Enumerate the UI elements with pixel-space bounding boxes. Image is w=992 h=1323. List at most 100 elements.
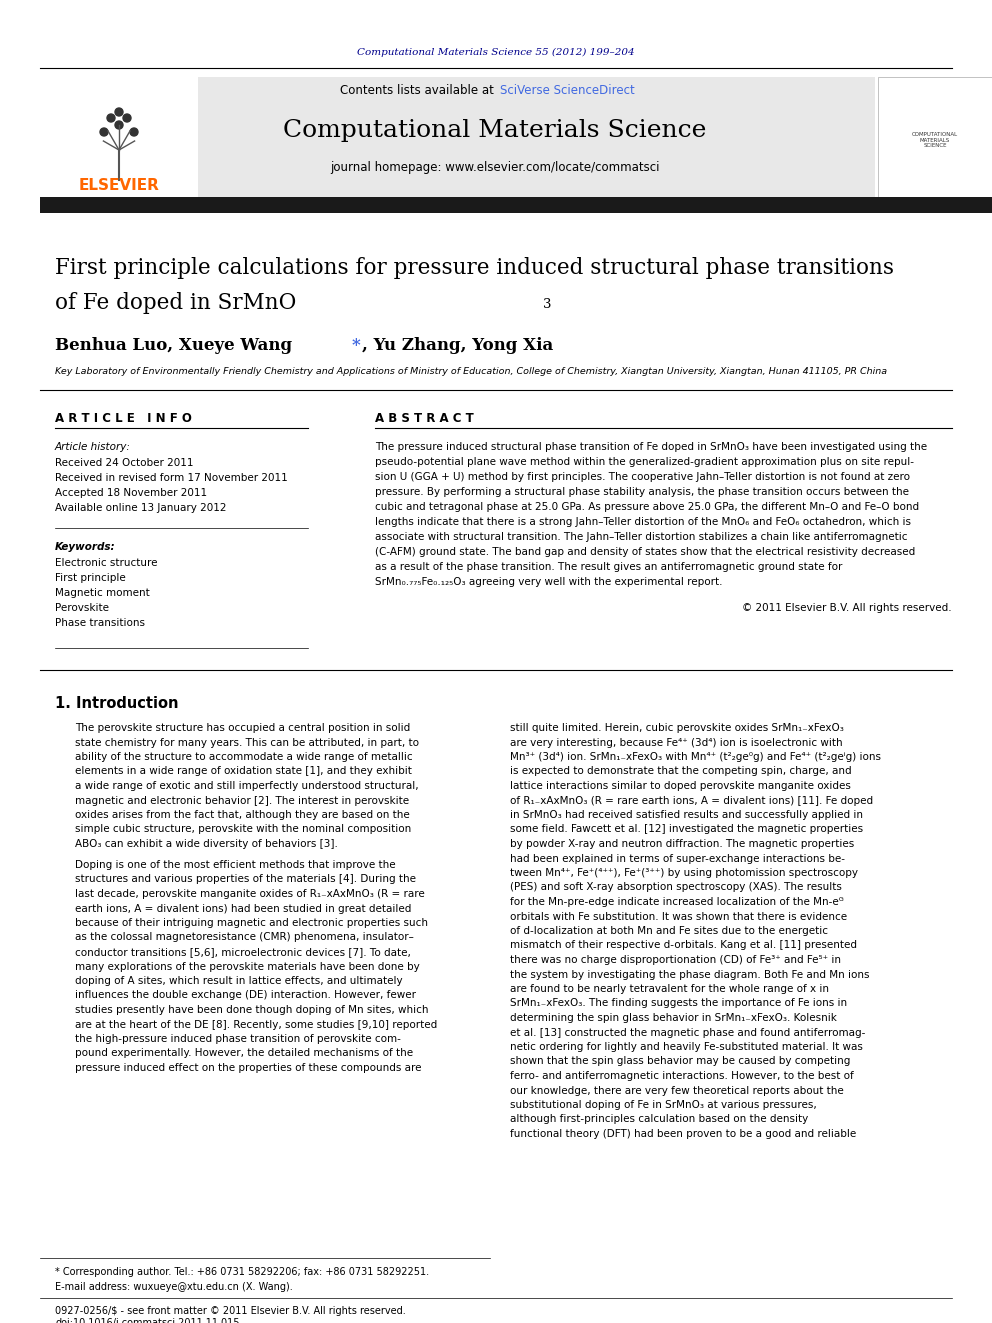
Text: A R T I C L E   I N F O: A R T I C L E I N F O [55, 411, 191, 425]
Circle shape [115, 120, 123, 130]
Text: SciVerse ScienceDirect: SciVerse ScienceDirect [500, 83, 635, 97]
Text: elements in a wide range of oxidation state [1], and they exhibit: elements in a wide range of oxidation st… [75, 766, 412, 777]
Text: Accepted 18 November 2011: Accepted 18 November 2011 [55, 488, 207, 497]
Text: although first-principles calculation based on the density: although first-principles calculation ba… [510, 1114, 808, 1125]
Text: COMPUTATIONAL
MATERIALS
SCIENCE: COMPUTATIONAL MATERIALS SCIENCE [912, 132, 958, 148]
Text: simple cubic structure, perovskite with the nominal composition: simple cubic structure, perovskite with … [75, 824, 412, 835]
Text: are at the heart of the DE [8]. Recently, some studies [9,10] reported: are at the heart of the DE [8]. Recently… [75, 1020, 437, 1029]
Text: there was no charge disproportionation (CD) of Fe³⁺ and Fe⁵⁺ in: there was no charge disproportionation (… [510, 955, 841, 964]
Text: Article history:: Article history: [55, 442, 131, 452]
Text: tween Mn⁴⁺, Fe⁺(⁴⁺⁺), Fe⁺(³⁺⁺) by using photomission spectroscopy: tween Mn⁴⁺, Fe⁺(⁴⁺⁺), Fe⁺(³⁺⁺) by using … [510, 868, 858, 878]
Text: pseudo-potential plane wave method within the generalized-gradient approximation: pseudo-potential plane wave method withi… [375, 456, 914, 467]
Text: mismatch of their respective d-orbitals. Kang et al. [11] presented: mismatch of their respective d-orbitals.… [510, 941, 857, 950]
Text: are found to be nearly tetravalent for the whole range of x in: are found to be nearly tetravalent for t… [510, 984, 829, 994]
Text: the system by investigating the phase diagram. Both Fe and Mn ions: the system by investigating the phase di… [510, 970, 870, 979]
Circle shape [115, 108, 123, 116]
Text: ability of the structure to accommodate a wide range of metallic: ability of the structure to accommodate … [75, 751, 413, 762]
Text: First principle: First principle [55, 573, 126, 583]
Text: Computational Materials Science: Computational Materials Science [284, 119, 706, 142]
Text: sion U (GGA + U) method by first principles. The cooperative Jahn–Teller distort: sion U (GGA + U) method by first princip… [375, 472, 910, 482]
Circle shape [130, 128, 138, 136]
Text: ferro- and antiferromagnetic interactions. However, to the best of: ferro- and antiferromagnetic interaction… [510, 1072, 854, 1081]
Text: pound experimentally. However, the detailed mechanisms of the: pound experimentally. However, the detai… [75, 1049, 413, 1058]
Text: doping of A sites, which result in lattice effects, and ultimately: doping of A sites, which result in latti… [75, 976, 403, 986]
Text: a wide range of exotic and still imperfectly understood structural,: a wide range of exotic and still imperfe… [75, 781, 419, 791]
Text: The perovskite structure has occupied a central position in solid: The perovskite structure has occupied a … [75, 722, 411, 733]
Text: ELSEVIER: ELSEVIER [78, 177, 160, 193]
Text: for the Mn-pre-edge indicate increased localization of the Mn-eᴳ: for the Mn-pre-edge indicate increased l… [510, 897, 844, 908]
Bar [878, 77, 992, 197]
Text: netic ordering for lightly and heavily Fe-substituted material. It was: netic ordering for lightly and heavily F… [510, 1043, 863, 1052]
Text: Available online 13 January 2012: Available online 13 January 2012 [55, 503, 226, 513]
Text: (PES) and soft X-ray absorption spectroscopy (XAS). The results: (PES) and soft X-ray absorption spectros… [510, 882, 842, 893]
Text: by powder X-ray and neutron diffraction. The magnetic properties: by powder X-ray and neutron diffraction.… [510, 839, 854, 849]
Text: et al. [13] constructed the magnetic phase and found antiferromag-: et al. [13] constructed the magnetic pha… [510, 1028, 865, 1037]
Text: magnetic and electronic behavior [2]. The interest in perovskite: magnetic and electronic behavior [2]. Th… [75, 795, 409, 806]
Text: of d-localization at both Mn and Fe sites due to the energetic: of d-localization at both Mn and Fe site… [510, 926, 828, 935]
Text: E-mail address: wuxueye@xtu.edu.cn (X. Wang).: E-mail address: wuxueye@xtu.edu.cn (X. W… [55, 1282, 293, 1293]
Text: the high-pressure induced phase transition of perovskite com-: the high-pressure induced phase transiti… [75, 1035, 401, 1044]
Text: Received 24 October 2011: Received 24 October 2011 [55, 458, 193, 468]
Text: Mn³⁺ (3d⁴) ion. SrMn₁₋xFexO₃ with Mn⁴⁺ (t²₂ge⁰g) and Fe⁴⁺ (t²₂geⁱg) ions: Mn³⁺ (3d⁴) ion. SrMn₁₋xFexO₃ with Mn⁴⁺ (… [510, 751, 881, 762]
Text: determining the spin glass behavior in SrMn₁₋xFexO₃. Kolesnik: determining the spin glass behavior in S… [510, 1013, 837, 1023]
Text: * Corresponding author. Tel.: +86 0731 58292206; fax: +86 0731 58292251.: * Corresponding author. Tel.: +86 0731 5… [55, 1267, 430, 1277]
Text: Magnetic moment: Magnetic moment [55, 587, 150, 598]
Text: doi:10.1016/j.commatsci.2011.11.015: doi:10.1016/j.commatsci.2011.11.015 [55, 1318, 239, 1323]
Text: The pressure induced structural phase transition of Fe doped in SrMnO₃ have been: The pressure induced structural phase tr… [375, 442, 928, 452]
Text: of R₁₋xAxMnO₃ (R = rare earth ions, A = divalent ions) [11]. Fe doped: of R₁₋xAxMnO₃ (R = rare earth ions, A = … [510, 795, 873, 806]
Text: influences the double exchange (DE) interaction. However, fewer: influences the double exchange (DE) inte… [75, 991, 416, 1000]
Text: as the colossal magnetoresistance (CMR) phenomena, insulator–: as the colossal magnetoresistance (CMR) … [75, 933, 414, 942]
Text: journal homepage: www.elsevier.com/locate/commatsci: journal homepage: www.elsevier.com/locat… [330, 161, 660, 175]
Text: because of their intriguing magnetic and electronic properties such: because of their intriguing magnetic and… [75, 918, 428, 927]
Text: lengths indicate that there is a strong Jahn–Teller distortion of the MnO₆ and F: lengths indicate that there is a strong … [375, 517, 911, 527]
Text: some field. Fawcett et al. [12] investigated the magnetic properties: some field. Fawcett et al. [12] investig… [510, 824, 863, 835]
Circle shape [123, 114, 131, 122]
Bar [40, 77, 198, 197]
Text: A B S T R A C T: A B S T R A C T [375, 411, 474, 425]
Text: associate with structural transition. The Jahn–Teller distortion stabilizes a ch: associate with structural transition. Th… [375, 532, 908, 542]
Bar [40, 77, 875, 197]
Text: (C-AFM) ground state. The band gap and density of states show that the electrica: (C-AFM) ground state. The band gap and d… [375, 546, 916, 557]
Text: Electronic structure: Electronic structure [55, 558, 158, 568]
Text: is expected to demonstrate that the competing spin, charge, and: is expected to demonstrate that the comp… [510, 766, 851, 777]
Text: Perovskite: Perovskite [55, 603, 109, 613]
Text: , Yu Zhang, Yong Xia: , Yu Zhang, Yong Xia [362, 336, 554, 353]
Text: in SrMnO₃ had received satisfied results and successfully applied in: in SrMnO₃ had received satisfied results… [510, 810, 863, 820]
Text: earth ions, A = divalent ions) had been studied in great detailed: earth ions, A = divalent ions) had been … [75, 904, 412, 913]
Text: still quite limited. Herein, cubic perovskite oxides SrMn₁₋xFexO₃: still quite limited. Herein, cubic perov… [510, 722, 844, 733]
Text: shown that the spin glass behavior may be caused by competing: shown that the spin glass behavior may b… [510, 1057, 850, 1066]
Text: orbitals with Fe substitution. It was shown that there is evidence: orbitals with Fe substitution. It was sh… [510, 912, 847, 922]
Text: SrMn₀.₇₇₅Fe₀.₁₂₅O₃ agreeing very well with the experimental report.: SrMn₀.₇₇₅Fe₀.₁₂₅O₃ agreeing very well wi… [375, 577, 722, 587]
Circle shape [100, 128, 108, 136]
Text: studies presently have been done though doping of Mn sites, which: studies presently have been done though … [75, 1005, 429, 1015]
Text: 1. Introduction: 1. Introduction [55, 696, 179, 710]
Text: structures and various properties of the materials [4]. During the: structures and various properties of the… [75, 875, 416, 885]
Text: ABO₃ can exhibit a wide diversity of behaviors [3].: ABO₃ can exhibit a wide diversity of beh… [75, 839, 338, 849]
Text: many explorations of the perovskite materials have been done by: many explorations of the perovskite mate… [75, 962, 420, 971]
Text: © 2011 Elsevier B.V. All rights reserved.: © 2011 Elsevier B.V. All rights reserved… [742, 603, 952, 613]
Text: Phase transitions: Phase transitions [55, 618, 145, 628]
Text: as a result of the phase transition. The result gives an antiferromagnetic groun: as a result of the phase transition. The… [375, 562, 842, 572]
Text: First principle calculations for pressure induced structural phase transitions: First principle calculations for pressur… [55, 257, 894, 279]
Text: 3: 3 [543, 298, 552, 311]
Text: conductor transitions [5,6], microelectronic devices [7]. To date,: conductor transitions [5,6], microelectr… [75, 947, 411, 957]
Text: Keywords:: Keywords: [55, 542, 116, 552]
Text: had been explained in terms of super-exchange interactions be-: had been explained in terms of super-exc… [510, 853, 845, 864]
Text: state chemistry for many years. This can be attributed, in part, to: state chemistry for many years. This can… [75, 737, 419, 747]
Text: of Fe doped in SrMnO: of Fe doped in SrMnO [55, 292, 297, 314]
Text: pressure. By performing a structural phase stability analysis, the phase transit: pressure. By performing a structural pha… [375, 487, 909, 497]
Text: oxides arises from the fact that, although they are based on the: oxides arises from the fact that, althou… [75, 810, 410, 820]
Text: *: * [352, 336, 361, 353]
Text: cubic and tetragonal phase at 25.0 GPa. As pressure above 25.0 GPa, the differen: cubic and tetragonal phase at 25.0 GPa. … [375, 501, 920, 512]
Text: functional theory (DFT) had been proven to be a good and reliable: functional theory (DFT) had been proven … [510, 1129, 856, 1139]
Text: last decade, perovskite manganite oxides of R₁₋xAxMnO₃ (R = rare: last decade, perovskite manganite oxides… [75, 889, 425, 900]
Text: are very interesting, because Fe⁴⁺ (3d⁴) ion is isoelectronic with: are very interesting, because Fe⁴⁺ (3d⁴)… [510, 737, 842, 747]
Text: pressure induced effect on the properties of these compounds are: pressure induced effect on the propertie… [75, 1062, 422, 1073]
Text: Key Laboratory of Environmentally Friendly Chemistry and Applications of Ministr: Key Laboratory of Environmentally Friend… [55, 366, 887, 376]
Text: Benhua Luo, Xueye Wang: Benhua Luo, Xueye Wang [55, 336, 298, 353]
Text: SrMn₁₋xFexO₃. The finding suggests the importance of Fe ions in: SrMn₁₋xFexO₃. The finding suggests the i… [510, 999, 847, 1008]
Bar [40, 197, 992, 213]
Text: lattice interactions similar to doped perovskite manganite oxides: lattice interactions similar to doped pe… [510, 781, 851, 791]
Text: 0927-0256/$ - see front matter © 2011 Elsevier B.V. All rights reserved.: 0927-0256/$ - see front matter © 2011 El… [55, 1306, 406, 1316]
Text: Received in revised form 17 November 2011: Received in revised form 17 November 201… [55, 474, 288, 483]
